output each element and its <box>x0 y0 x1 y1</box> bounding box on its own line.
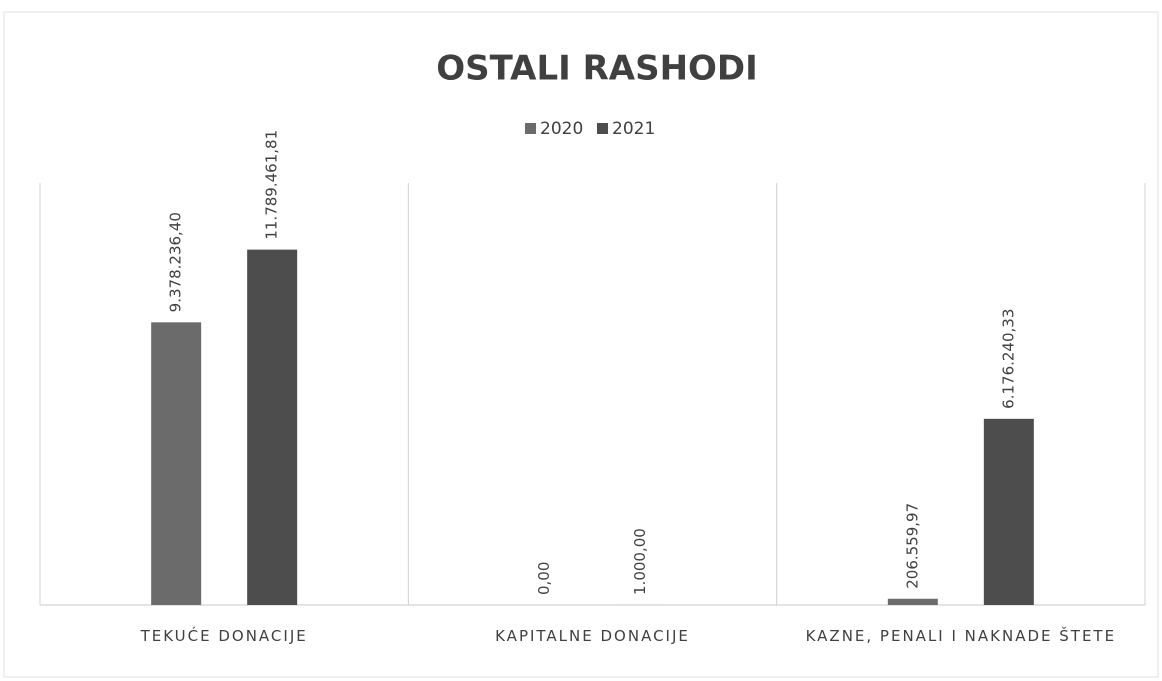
data-label: 11.789.461,81 <box>263 130 281 240</box>
x-tick-label: TEKUĆE DONACIJE <box>140 627 308 645</box>
bar <box>983 418 1034 605</box>
legend-label: 2021 <box>612 119 655 139</box>
chart-border <box>3 11 1159 678</box>
legend-swatch <box>525 123 536 134</box>
bar <box>151 322 202 605</box>
data-label: 206.559,97 <box>903 503 921 589</box>
data-label: 1.000,00 <box>631 528 649 595</box>
x-tick-label: KAZNE, PENALI I NAKNADE ŠTETE <box>805 627 1117 645</box>
legend-label: 2020 <box>540 119 583 139</box>
x-tick-label: KAPITALNE DONACIJE <box>495 627 690 645</box>
bar <box>887 598 938 605</box>
data-label: 6.176.240,33 <box>999 309 1017 409</box>
data-label: 0,00 <box>535 562 553 595</box>
bar <box>247 249 298 605</box>
chart-title: OSTALI RASHODI <box>436 49 758 89</box>
legend-swatch <box>597 123 608 134</box>
data-label: 9.378.236,40 <box>167 212 185 312</box>
